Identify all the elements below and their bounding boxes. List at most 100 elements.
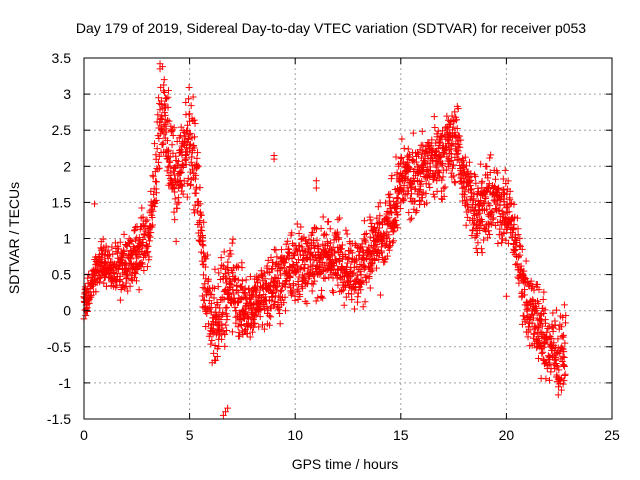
- data-point: [404, 145, 412, 153]
- data-point: [357, 286, 365, 294]
- data-point: [154, 111, 162, 119]
- data-point: [495, 184, 502, 192]
- data-point: [492, 175, 499, 183]
- data-point: [366, 216, 374, 224]
- data-point: [171, 188, 179, 196]
- data-point: [152, 177, 159, 185]
- data-point: [165, 87, 172, 94]
- data-point: [518, 246, 526, 253]
- data-point: [543, 335, 550, 343]
- data-point: [327, 239, 334, 247]
- data-point: [251, 319, 259, 327]
- data-point: [426, 172, 434, 180]
- data-point: [261, 325, 268, 333]
- data-point: [149, 173, 157, 181]
- data-point: [418, 127, 426, 135]
- data-point: [351, 305, 358, 313]
- data-point: [388, 209, 396, 217]
- data-point: [486, 154, 494, 162]
- data-point: [342, 282, 349, 289]
- data-point: [192, 189, 200, 197]
- data-point: [404, 175, 412, 183]
- data-point: [108, 243, 116, 251]
- data-point: [286, 274, 294, 282]
- data-point: [150, 190, 158, 198]
- axis-ticks: 0 5 10 15 20 25 -1.5 -1 -0.5 0 0.5 1 1.5 2 2.5 3 3.5: [47, 50, 620, 443]
- data-point: [295, 281, 302, 289]
- data-point: [171, 216, 179, 224]
- data-point: [366, 233, 374, 241]
- data-point: [544, 325, 552, 332]
- data-point: [409, 129, 417, 137]
- data-point: [543, 328, 551, 336]
- data-point: [484, 174, 492, 182]
- data-point: [282, 307, 289, 315]
- data-point: [179, 162, 187, 169]
- data-point: [561, 301, 568, 309]
- data-point: [344, 259, 352, 267]
- data-point: [200, 218, 208, 226]
- data-point: [408, 190, 415, 198]
- data-point: [214, 283, 222, 290]
- data-point: [349, 270, 356, 278]
- data-point: [458, 184, 466, 192]
- data-point: [170, 124, 178, 132]
- data-point: [142, 217, 150, 225]
- data-point: [298, 243, 306, 251]
- data-point: [469, 215, 477, 223]
- data-point: [436, 139, 444, 147]
- data-point: [191, 209, 198, 217]
- data-point: [431, 124, 439, 131]
- data-point: [343, 230, 351, 238]
- data-point: [120, 248, 128, 255]
- data-point: [196, 184, 204, 191]
- data-point: [260, 269, 268, 277]
- data-point: [405, 209, 413, 216]
- data-point: [138, 259, 146, 266]
- data-point: [400, 144, 408, 152]
- data-point: [219, 308, 227, 316]
- data-point: [223, 303, 231, 311]
- data-point: [375, 220, 383, 227]
- data-point: [187, 102, 195, 110]
- data-point: [163, 167, 171, 175]
- data-point: [247, 273, 254, 281]
- data-point: [448, 141, 455, 149]
- data-point: [166, 162, 174, 170]
- data-point: [531, 325, 539, 333]
- data-point: [128, 237, 136, 245]
- data-point: [231, 304, 239, 311]
- data-point: [540, 343, 548, 351]
- data-point: [516, 251, 524, 259]
- data-point: [82, 312, 90, 319]
- data-point: [503, 292, 510, 300]
- data-point: [476, 227, 484, 234]
- data-point: [143, 249, 151, 257]
- data-point: [453, 125, 461, 132]
- data-point: [526, 316, 533, 323]
- data-point: [334, 281, 342, 289]
- data-point: [209, 284, 217, 292]
- data-point: [548, 323, 556, 331]
- data-point: [398, 135, 406, 143]
- y-tick-label: 0.5: [52, 267, 72, 283]
- data-point: [534, 281, 541, 288]
- data-point: [234, 276, 242, 284]
- data-point: [436, 153, 444, 161]
- data-point: [489, 215, 497, 223]
- data-point: [232, 307, 240, 315]
- data-point: [294, 262, 302, 270]
- data-point: [399, 197, 407, 205]
- data-point: [229, 286, 237, 294]
- data-point: [304, 240, 311, 248]
- data-point: [270, 246, 278, 253]
- data-point: [361, 236, 369, 244]
- data-point: [462, 221, 470, 229]
- data-point: [196, 217, 204, 224]
- data-point: [249, 328, 256, 336]
- data-point: [290, 282, 297, 290]
- data-point: [189, 93, 197, 101]
- data-point: [454, 147, 462, 155]
- data-point: [528, 319, 536, 327]
